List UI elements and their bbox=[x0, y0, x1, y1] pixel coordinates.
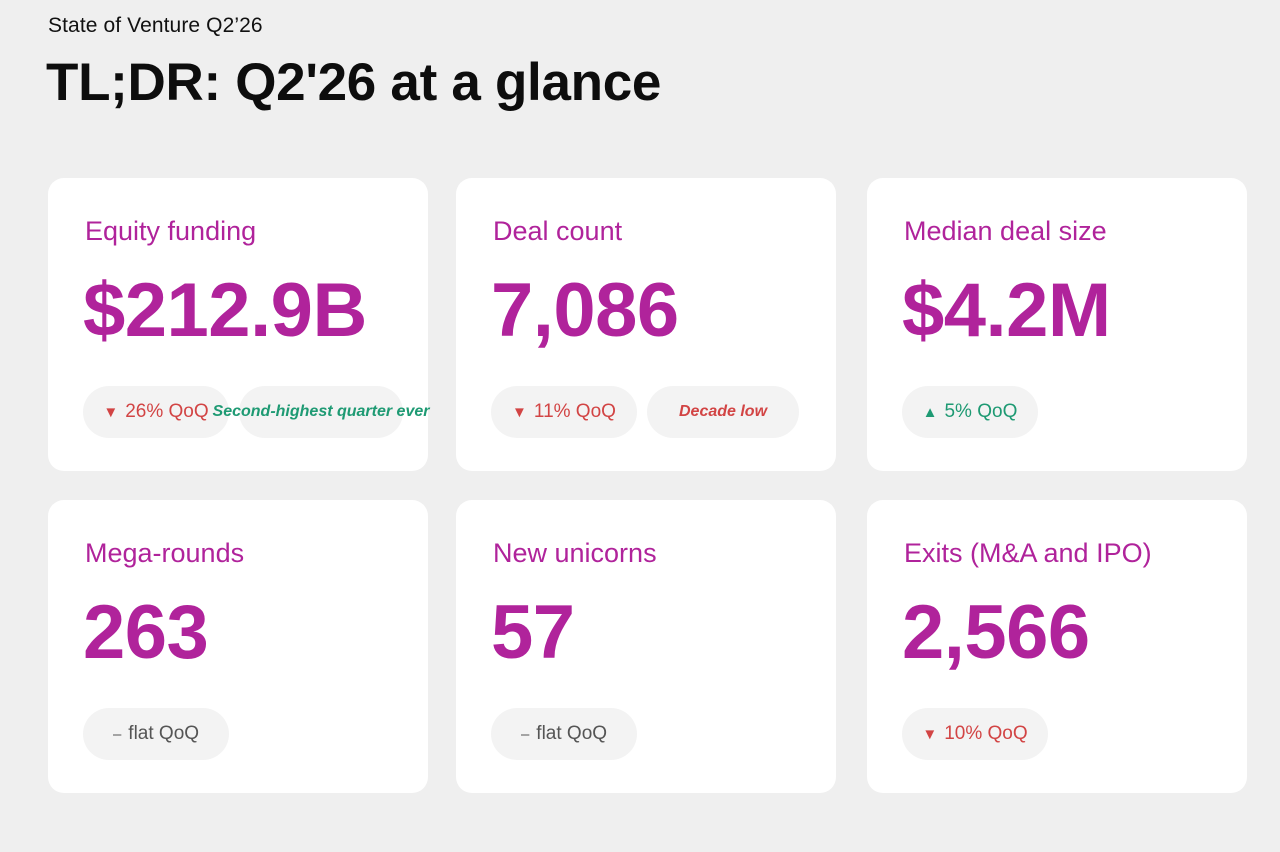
change-text: 10% QoQ bbox=[944, 723, 1028, 744]
card-median-deal-size: Median deal size $4.2M ▲ 5% QoQ bbox=[867, 178, 1247, 471]
card-value: 2,566 bbox=[902, 590, 1090, 675]
change-chip: ▼ 26% QoQ bbox=[83, 386, 229, 438]
card-exits: Exits (M&A and IPO) 2,566 ▼ 10% QoQ bbox=[867, 500, 1247, 793]
card-value: 7,086 bbox=[491, 268, 679, 353]
card-label: Deal count bbox=[493, 216, 623, 246]
change-text: 5% QoQ bbox=[944, 401, 1018, 422]
card-new-unicorns: New unicorns 57 – flat QoQ bbox=[456, 500, 836, 793]
change-chip: – flat QoQ bbox=[491, 708, 637, 760]
triangle-down-icon: ▼ bbox=[103, 403, 119, 421]
card-label: Median deal size bbox=[904, 216, 1107, 246]
card-value: 57 bbox=[491, 590, 575, 675]
card-mega-rounds: Mega-rounds 263 – flat QoQ bbox=[48, 500, 428, 793]
card-label: New unicorns bbox=[493, 538, 657, 568]
change-text: flat QoQ bbox=[128, 723, 200, 744]
change-text: 26% QoQ bbox=[125, 401, 209, 422]
dash-icon: – bbox=[520, 725, 530, 743]
card-deal-count: Deal count 7,086 ▼ 11% QoQ Decade low bbox=[456, 178, 836, 471]
change-chip: ▼ 11% QoQ bbox=[491, 386, 637, 438]
chip-row: ▼ 11% QoQ Decade low bbox=[491, 386, 799, 438]
chip-row: – flat QoQ bbox=[491, 708, 637, 760]
triangle-down-icon: ▼ bbox=[512, 403, 527, 421]
note-chip: Decade low bbox=[647, 386, 799, 438]
eyebrow-label: State of Venture Q2’26 bbox=[48, 14, 263, 37]
card-value: $212.9B bbox=[83, 268, 367, 353]
note-text: Decade low bbox=[678, 403, 768, 420]
card-label: Equity funding bbox=[85, 216, 257, 246]
triangle-up-icon: ▲ bbox=[922, 403, 938, 421]
chip-row: ▼ 26% QoQ Second-highest quarter ever bbox=[83, 386, 429, 438]
triangle-down-icon: ▼ bbox=[922, 725, 938, 743]
page-title: TL;DR: Q2'26 at a glance bbox=[46, 53, 662, 112]
card-label: Mega-rounds bbox=[85, 538, 245, 568]
change-text: 11% QoQ bbox=[533, 401, 616, 422]
card-label: Exits (M&A and IPO) bbox=[904, 538, 1152, 568]
card-value: $4.2M bbox=[902, 268, 1111, 353]
chip-row: ▼ 10% QoQ bbox=[902, 708, 1048, 760]
change-chip: – flat QoQ bbox=[83, 708, 229, 760]
change-chip: ▼ 10% QoQ bbox=[902, 708, 1048, 760]
card-value: 263 bbox=[83, 590, 209, 675]
change-text: flat QoQ bbox=[536, 723, 608, 744]
change-chip: ▲ 5% QoQ bbox=[902, 386, 1038, 438]
chip-row: ▲ 5% QoQ bbox=[902, 386, 1038, 438]
dash-icon: – bbox=[112, 725, 122, 743]
note-chip: Second-highest quarter ever bbox=[213, 386, 429, 438]
note-text: Second-highest quarter ever bbox=[212, 403, 430, 420]
chip-row: – flat QoQ bbox=[83, 708, 229, 760]
card-equity-funding: Equity funding $212.9B ▼ 26% QoQ Second-… bbox=[48, 178, 429, 471]
